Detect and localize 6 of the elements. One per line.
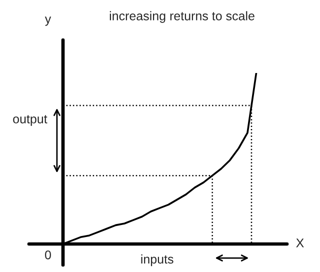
text: 0 bbox=[45, 250, 51, 260]
x-axis-title: X bbox=[296, 238, 304, 248]
chart-title: increasing returns to scale bbox=[110, 11, 254, 23]
y-axis-title: y bbox=[44, 16, 52, 26]
text: inputs bbox=[141, 254, 174, 266]
text: output bbox=[13, 115, 48, 126]
